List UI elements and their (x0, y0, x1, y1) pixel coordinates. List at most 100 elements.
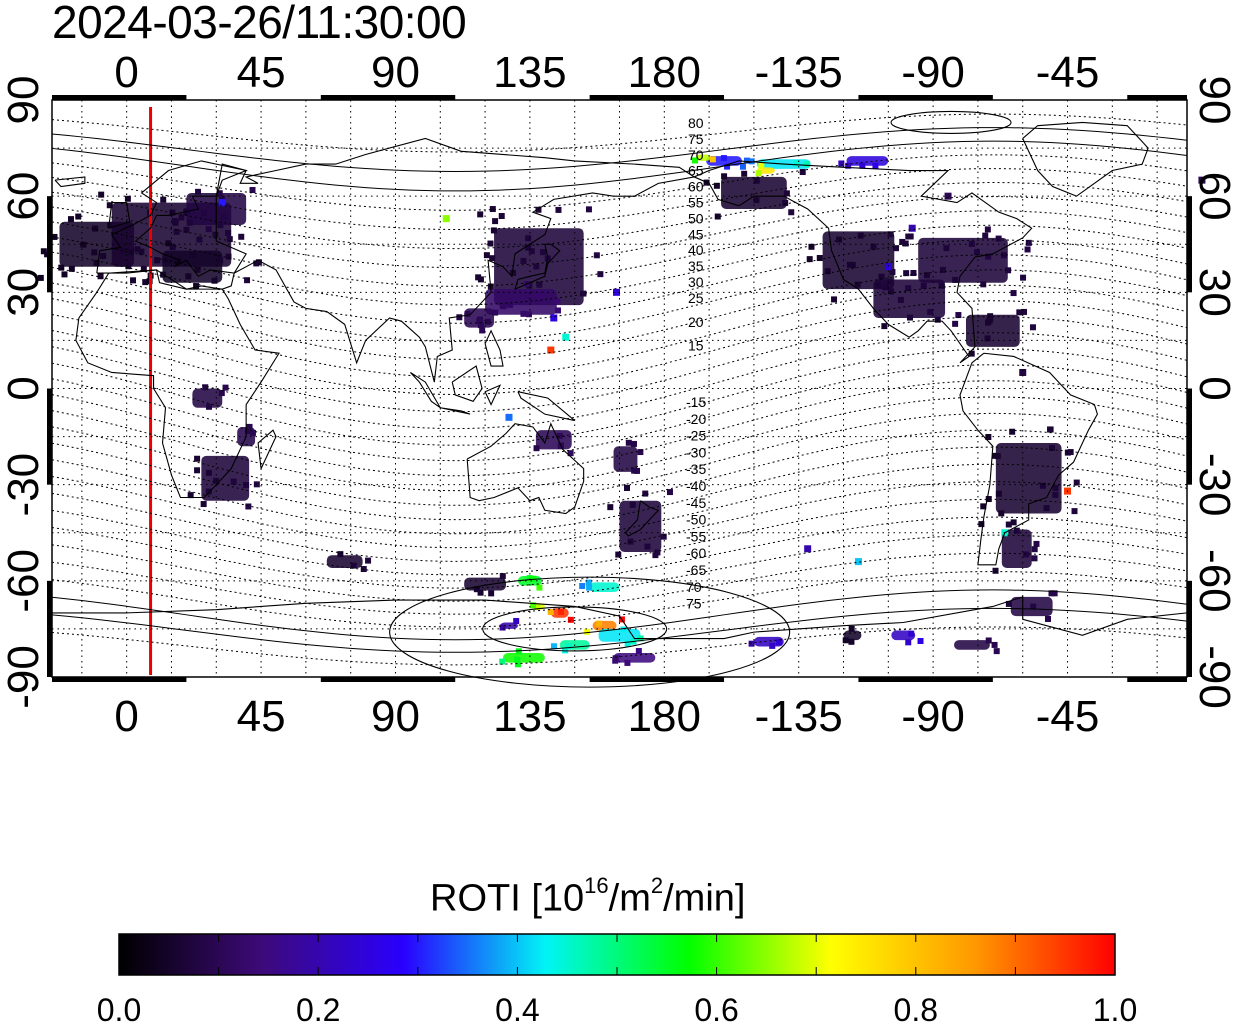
roti-cell (910, 270, 917, 277)
roti-cell (769, 642, 776, 649)
roti-cell (505, 413, 513, 421)
roti-cell (973, 249, 980, 256)
roti-cell (1029, 324, 1036, 331)
roti-cell (98, 191, 105, 198)
roti-cell (804, 545, 812, 553)
roti-cell (849, 262, 856, 269)
roti-cell (842, 637, 849, 644)
roti-cell (557, 608, 564, 615)
maglat-label-north: 65 (688, 163, 704, 179)
maglat-label-south: -30 (686, 444, 706, 460)
roti-cell (536, 290, 543, 297)
magnetic-contour (51, 113, 1188, 153)
roti-cell (58, 264, 65, 271)
roti-cell (816, 255, 823, 262)
roti-cell (987, 316, 994, 323)
roti-cell (510, 269, 517, 276)
magnetic-contour (51, 380, 1188, 477)
roti-cell (487, 240, 494, 247)
roti-cell (995, 235, 1002, 242)
roti-cell (848, 638, 855, 645)
roti-cell (477, 211, 484, 218)
roti-cell (514, 661, 521, 668)
roti-cell (530, 602, 537, 609)
maglat-label-north: 20 (688, 314, 704, 330)
roti-cell (666, 489, 673, 496)
lat-tick-label-left: 90 (0, 76, 48, 125)
roti-cell (225, 230, 232, 237)
roti-cell (498, 213, 505, 220)
roti-patch (918, 237, 1008, 283)
roti-cell (607, 504, 614, 511)
roti-cell (249, 429, 256, 436)
roti-cell (67, 216, 74, 223)
roti-cell (637, 449, 644, 456)
roti-cell (788, 209, 795, 216)
roti-cell (806, 256, 813, 263)
roti-cell (906, 314, 913, 321)
roti-cell (1198, 176, 1206, 184)
roti-cell (984, 335, 991, 342)
roti-cell (1052, 491, 1059, 498)
lon-tick-label-bottom: -45 (1036, 692, 1100, 741)
roti-cell (183, 226, 190, 233)
roti-cell (196, 236, 203, 243)
magnetic-contour (51, 481, 1188, 562)
roti-cell (875, 282, 882, 289)
roti-data-layer (37, 107, 1206, 675)
maglat-label-south: -50 (686, 512, 706, 528)
roti-cell (477, 322, 484, 329)
roti-cell (1023, 551, 1030, 558)
maglat-label-north: 70 (688, 147, 704, 163)
roti-cell (585, 206, 592, 213)
roti-cell (944, 192, 952, 200)
roti-cell (61, 271, 68, 278)
roti-cell (1039, 482, 1046, 489)
magnetic-contour (51, 182, 1188, 250)
roti-cell (483, 252, 490, 259)
roti-cell (230, 478, 237, 485)
roti-cell (709, 156, 716, 163)
roti-cell (612, 657, 619, 664)
roti-cell (528, 248, 535, 255)
roti-cell (225, 253, 232, 260)
roti-cell (539, 249, 546, 256)
roti-cell (178, 214, 185, 221)
roti-cell (991, 641, 998, 648)
roti-cell (755, 170, 762, 177)
roti-cell (952, 320, 959, 327)
roti-cell (955, 312, 962, 319)
roti-cell (200, 501, 207, 508)
roti-cell (743, 157, 750, 164)
roti-cell (838, 160, 845, 167)
roti-cell (630, 440, 637, 447)
roti-cell (479, 327, 486, 334)
roti-cell (627, 538, 634, 545)
roti-cell (218, 390, 225, 397)
coastline (75, 269, 280, 499)
roti-cell (585, 579, 592, 586)
roti-cell (138, 248, 145, 255)
roti-cell (194, 455, 201, 462)
lat-tick-label-right: -30 (1190, 453, 1239, 517)
coastline (1022, 121, 1149, 197)
colorbar-tick-label: 0.6 (694, 992, 739, 1028)
roti-cell (212, 231, 219, 238)
roti-cell (554, 307, 561, 314)
roti-cell (902, 240, 909, 247)
lat-tick-label-right: 30 (1190, 268, 1239, 317)
roti-cell (985, 496, 992, 503)
roti-cell (217, 257, 224, 264)
coastline (440, 407, 471, 415)
roti-cell (968, 350, 975, 357)
coastline (52, 596, 1188, 640)
roti-cell (238, 233, 245, 240)
roti-cell (889, 269, 896, 276)
roti-cell (190, 251, 197, 258)
roti-patch (535, 430, 572, 450)
roti-cell (624, 484, 631, 491)
roti-cell (80, 241, 87, 248)
magnetic-contour (482, 606, 668, 652)
roti-patch (954, 640, 990, 650)
